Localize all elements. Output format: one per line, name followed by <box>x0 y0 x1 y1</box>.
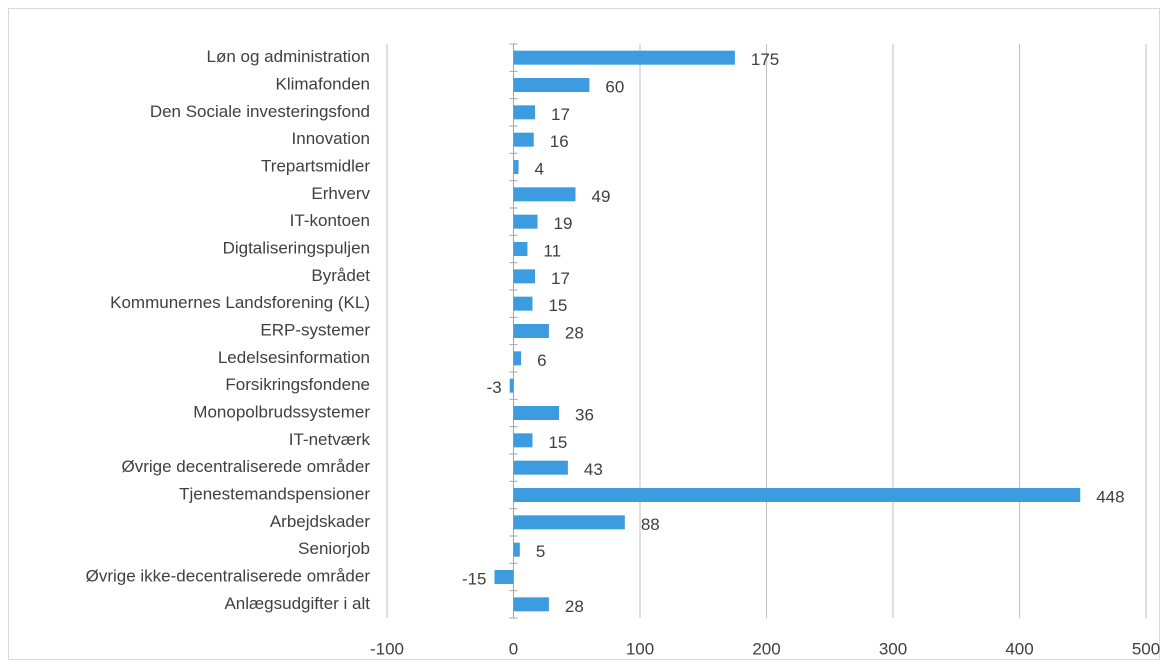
x-tick-label: 100 <box>626 639 654 658</box>
y-tick-label: Øvrige decentraliserede områder <box>121 457 370 476</box>
y-tick-label: Anlægsudgifter i alt <box>224 594 370 613</box>
bar <box>513 214 538 229</box>
value-label: 36 <box>575 405 594 424</box>
bar <box>513 488 1081 502</box>
y-tick-label: Arbejdskader <box>270 512 371 531</box>
value-label: 6 <box>537 351 546 370</box>
value-label: 175 <box>751 50 779 69</box>
bar <box>513 597 549 612</box>
y-tick-label: Løn og administration <box>207 47 370 66</box>
bar <box>509 378 514 393</box>
bar <box>513 187 576 202</box>
y-tick-label: Den Sociale investeringsfond <box>150 102 370 121</box>
x-tick-label: 200 <box>752 639 780 658</box>
bar <box>513 351 522 366</box>
value-label: 49 <box>591 187 610 206</box>
bar <box>513 50 735 65</box>
y-tick-label: Trepartsmidler <box>261 156 370 175</box>
x-tick-label: 500 <box>1132 639 1160 658</box>
value-label: 28 <box>565 323 584 342</box>
bar <box>513 269 536 284</box>
y-tick-label: Tjenestemandspensioner <box>179 484 370 503</box>
y-tick-label: Seniorjob <box>298 539 370 558</box>
bar <box>513 460 568 475</box>
bar <box>513 242 528 256</box>
x-tick-label: 400 <box>1005 639 1033 658</box>
value-label: 15 <box>548 296 567 315</box>
y-tick-label: Erhverv <box>311 184 370 203</box>
x-tick-label: 0 <box>509 639 518 658</box>
bar <box>513 324 549 338</box>
bar <box>513 433 533 448</box>
value-label: -3 <box>487 378 502 397</box>
bar <box>513 542 520 557</box>
y-tick-label: Innovation <box>292 129 370 148</box>
bar <box>513 78 590 92</box>
y-tick-label: Ledelsesinformation <box>218 348 370 367</box>
value-label: 60 <box>605 77 624 96</box>
y-tick-label: Øvrige ikke-decentraliserede områder <box>86 566 371 585</box>
value-label: 19 <box>554 214 573 233</box>
bar <box>513 105 536 120</box>
y-tick-label: IT-netværk <box>289 430 371 449</box>
value-label: 17 <box>551 105 570 124</box>
y-tick-label: Byrådet <box>311 266 370 285</box>
value-label: 16 <box>550 132 569 151</box>
y-tick-label: Klimafonden <box>275 74 370 93</box>
value-label: 448 <box>1096 487 1124 506</box>
bar <box>513 515 625 530</box>
bar <box>513 160 519 174</box>
value-label: 43 <box>584 460 603 479</box>
y-tick-label: Monopolbrudssystemer <box>193 402 370 421</box>
y-tick-label: Forsikringsfondene <box>225 375 370 394</box>
y-tick-label: Kommunernes Landsforening (KL) <box>110 293 370 312</box>
value-label: 17 <box>551 269 570 288</box>
x-tick-label: -100 <box>370 639 404 658</box>
bar <box>513 296 533 311</box>
value-label: 11 <box>543 241 561 260</box>
y-tick-label: Digtaliseringspuljen <box>223 238 370 257</box>
value-label: -15 <box>462 569 487 588</box>
bar <box>513 132 534 147</box>
value-label: 4 <box>535 159 544 178</box>
value-label: 5 <box>536 542 545 561</box>
y-tick-label: IT-kontoen <box>290 211 370 230</box>
bar <box>494 570 514 584</box>
bar <box>513 406 560 420</box>
x-tick-label: 300 <box>879 639 907 658</box>
chart-border <box>8 8 1160 660</box>
value-label: 28 <box>565 597 584 616</box>
value-label: 88 <box>641 515 660 534</box>
y-tick-label: ERP-systemer <box>260 320 370 339</box>
value-label: 15 <box>548 433 567 452</box>
